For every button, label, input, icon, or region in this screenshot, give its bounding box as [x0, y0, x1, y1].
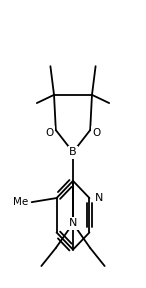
- Text: N: N: [95, 193, 104, 203]
- Text: O: O: [45, 128, 54, 138]
- Text: N: N: [69, 218, 77, 228]
- Text: B: B: [69, 147, 77, 157]
- Text: O: O: [92, 128, 101, 138]
- Text: Me: Me: [13, 197, 28, 207]
